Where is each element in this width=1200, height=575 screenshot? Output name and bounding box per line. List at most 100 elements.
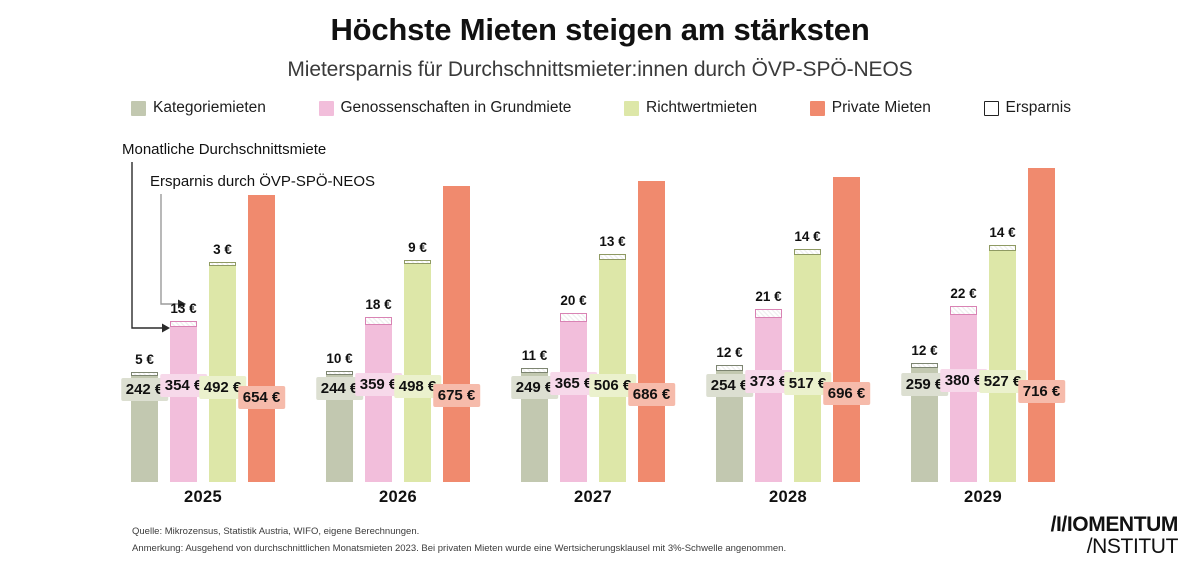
bar-value-label: 686 € [627,383,676,406]
legend-swatch-icon [131,100,146,116]
bar-2029-private[interactable]: 716 € [1017,108,1066,482]
bar-saving-cap [131,371,158,376]
bar-value-label: 373 € [744,370,793,393]
bar-saving-label: 5 € [135,351,154,367]
bar-saving-label: 11 € [521,348,548,363]
bar-body [599,260,626,482]
legend-item-label: Private Mieten [831,99,931,116]
bar-saving-cap [794,249,821,256]
bar-saving-label: 13 € [170,301,197,317]
bar-saving-label: 12 € [716,345,743,361]
bar-value-label: 492 € [198,376,247,399]
bar-body [170,326,197,482]
bar-2028-private[interactable]: 696 € [822,117,871,482]
bar-group-2028: 12 € 254 € 21 € 373 € 14 € 517 €696 € 2028 [705,0,871,575]
bar-body [209,266,236,482]
bar-value-label: 696 € [822,382,871,405]
bar-saving-label: 3 € [213,242,232,258]
bar-body [560,321,587,482]
bar-value-label: 498 € [393,375,442,398]
legend-swatch-icon [809,100,825,116]
bar-body [989,250,1016,482]
bar-2026-richtwertmieten[interactable]: 9 € 498 € [393,200,442,482]
annotation-saving-label: Ersparnis durch ÖVP-SPÖ-NEOS [150,173,376,190]
bar-value-label: 254 € [705,374,754,397]
bar-saving-cap [404,259,431,264]
bar-2025-kategoriemieten[interactable]: 5 € 242 € [120,312,169,482]
x-axis-tick-label: 2026 [379,488,417,506]
bar-2029-kategoriemieten[interactable]: 12 € 259 € [900,303,949,482]
footer-notes: Quelle: Mikrozensus, Statistik Austria, … [132,523,892,557]
bar-2029-genossenschaften[interactable]: 22 € 380 € [939,246,988,482]
bar-saving-cap [521,368,548,373]
bar-saving-cap [209,262,236,267]
bar-2028-genossenschaften[interactable]: 21 € 373 € [744,249,793,482]
legend-swatch-icon [624,100,640,116]
bar-body [248,195,275,482]
bar-2026-genossenschaften[interactable]: 18 € 359 € [354,257,403,482]
bar-saving-cap [170,321,197,327]
page-title: Höchste Mieten steigen am stärksten [330,12,870,47]
legend-item-0[interactable]: Kategoriemieten [131,99,266,117]
bar-value-label: 716 € [1017,380,1066,403]
bar-saving-cap [365,316,392,325]
bar-body [833,176,860,482]
bar-body [404,263,431,482]
legend-item-4[interactable]: Ersparnis [983,99,1071,117]
bar-value-label: 380 € [939,369,988,392]
bar-2028-richtwertmieten[interactable]: 14 € 517 € [783,189,832,482]
footer-note: Anmerkung: Ausgehend von durchschnittlic… [132,543,787,554]
legend-item-2[interactable]: Richtwertmieten [624,99,757,117]
bar-value-label: 359 € [354,373,403,396]
legend-item-label: Kategoriemieten [153,99,266,116]
bar-saving-label: 12 € [911,343,938,359]
legend-item-label: Genossenschaften in Grundmiete [340,99,572,116]
bar-value-label: 365 € [549,372,598,395]
momentum-institut-logo: /I/IOMENTUM /NSTITUT [1050,513,1179,558]
legend-item-label: Ersparnis [1005,99,1071,116]
x-axis-tick-label: 2027 [574,488,612,506]
bar-value-label: 517 € [783,372,832,395]
bar-saving-label: 18 € [365,296,392,312]
bar-value-label: 259 € [900,373,949,396]
bar-value-label: 249 € [510,376,559,399]
x-axis-tick-label: 2028 [769,488,807,506]
bar-2025-genossenschaften[interactable]: 13 € 354 € [159,261,208,482]
bar-saving-cap [326,370,353,376]
bar-saving-cap [560,313,587,322]
bar-2025-private[interactable]: 654 € [237,135,286,482]
bar-body [950,315,977,482]
logo-line-institut: /NSTITUT [1086,534,1179,558]
legend-item-label: Richtwertmieten [646,99,758,116]
bar-saving-label: 22 € [950,285,977,301]
bar-body [755,318,782,482]
bar-body [1028,168,1055,482]
legend-item-3[interactable]: Private Mieten [809,99,931,117]
annotation-bracket-saving [158,192,194,316]
bar-saving-label: 13 € [599,234,626,250]
bar-value-label: 506 € [588,374,637,397]
bar-2027-private[interactable]: 686 € [627,121,676,482]
bar-saving-cap [911,363,938,369]
chart-subtitle: Mietersparnis für Durchschnittsmieter:in… [287,58,913,81]
bar-saving-cap [755,309,782,319]
bar-group-2026: 10 € 244 € 18 € 359 € 9 € 498 €675 € 2026 [315,0,481,575]
bar-2029-richtwertmieten[interactable]: 14 € 527 € [978,185,1027,482]
bar-2025-richtwertmieten[interactable]: 3 € 492 € [198,202,247,482]
annotation-monthly-rent-label: Monatliche Durchschnittsmiete [122,141,327,158]
bar-2027-richtwertmieten[interactable]: 13 € 506 € [588,194,637,482]
bar-value-label: 654 € [237,386,286,409]
bar-group-2027: 11 € 249 € 20 € 365 € 13 € 506 €686 € 2027 [510,0,676,575]
bar-2027-kategoriemieten[interactable]: 11 € 249 € [510,308,559,482]
bar-2028-kategoriemieten[interactable]: 12 € 254 € [705,305,754,482]
x-axis-tick-label: 2025 [184,488,222,506]
bar-2027-genossenschaften[interactable]: 20 € 365 € [549,253,598,482]
bar-2026-kategoriemieten[interactable]: 10 € 244 € [315,311,364,482]
bar-body [794,255,821,482]
bar-2026-private[interactable]: 675 € [432,126,481,482]
logo-line-momentum: /I/IOMENTUM [1050,513,1179,537]
legend-item-1[interactable]: Genossenschaften in Grundmiete [318,99,572,117]
annotation-bracket-monthly-rent [128,160,176,346]
bar-group-2029: 12 € 259 € 22 € 380 € 14 € 527 €716 € 2029 [900,0,1066,575]
